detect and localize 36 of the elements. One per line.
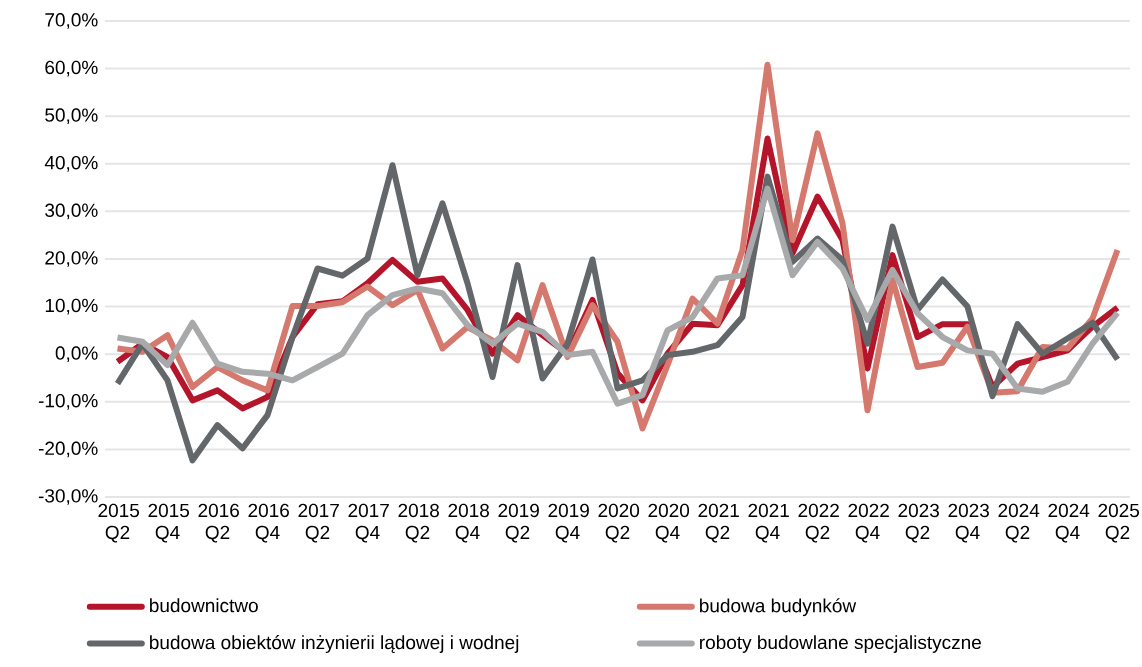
x-tick-label: 2023 Q4 bbox=[948, 503, 989, 543]
x-tick-label: 2019 Q2 bbox=[498, 503, 539, 543]
y-tick-label: 20,0% bbox=[45, 251, 98, 267]
x-tick-label: 2015 Q4 bbox=[148, 503, 190, 543]
y-tick-label: 50,0% bbox=[45, 108, 98, 125]
y-tick-label: 30,0% bbox=[45, 203, 98, 220]
x-tick-label: 2017 Q4 bbox=[348, 503, 389, 543]
x-tick-label: 2025 Q2 bbox=[1098, 503, 1140, 543]
x-tick-label: 2022 Q4 bbox=[848, 503, 889, 543]
y-tick-label: 70,0% bbox=[45, 13, 98, 29]
x-tick-label: 2023 Q2 bbox=[898, 503, 939, 543]
x-tick-label: 2016 Q4 bbox=[248, 503, 289, 543]
legend-label: budownictwo bbox=[150, 598, 258, 613]
x-tick-label: 2019 Q4 bbox=[548, 503, 589, 543]
y-tick-label: 10,0% bbox=[45, 298, 98, 315]
x-tick-label: 2021 Q4 bbox=[748, 503, 789, 543]
legend-label: roboty budowlane specjalistyczne bbox=[700, 635, 981, 653]
x-tick-label: 2020 Q4 bbox=[648, 503, 690, 543]
x-tick-label: 2017 Q2 bbox=[298, 503, 339, 543]
x-tick-label: 2022 Q2 bbox=[798, 503, 839, 543]
x-tick-label: 2016 Q2 bbox=[198, 503, 239, 543]
x-tick-label: 2021 Q2 bbox=[698, 503, 739, 543]
x-tick-label: 2015 Q2 bbox=[98, 503, 140, 543]
x-tick-label: 2020 Q2 bbox=[598, 503, 640, 543]
y-tick-label: 40,0% bbox=[44, 155, 98, 172]
legend-label: budowa budynków bbox=[700, 598, 857, 617]
y-tick-label: 60,0% bbox=[45, 60, 98, 77]
y-tick-label: -10,0% bbox=[38, 393, 98, 410]
legend-label: budowa obiektów inżynierii lądowej i wodnej bbox=[150, 635, 519, 653]
x-tick-label: 2024 Q2 bbox=[998, 503, 1040, 543]
y-tick-label: 0,0% bbox=[55, 346, 98, 363]
y-tick-label: -30,0% bbox=[38, 489, 98, 505]
x-tick-label: 2018 Q4 bbox=[448, 503, 489, 543]
x-tick-label: 2018 Q2 bbox=[398, 503, 439, 543]
x-tick-label: 2024 Q4 bbox=[1048, 503, 1090, 543]
y-tick-label: -20,0% bbox=[38, 441, 98, 458]
